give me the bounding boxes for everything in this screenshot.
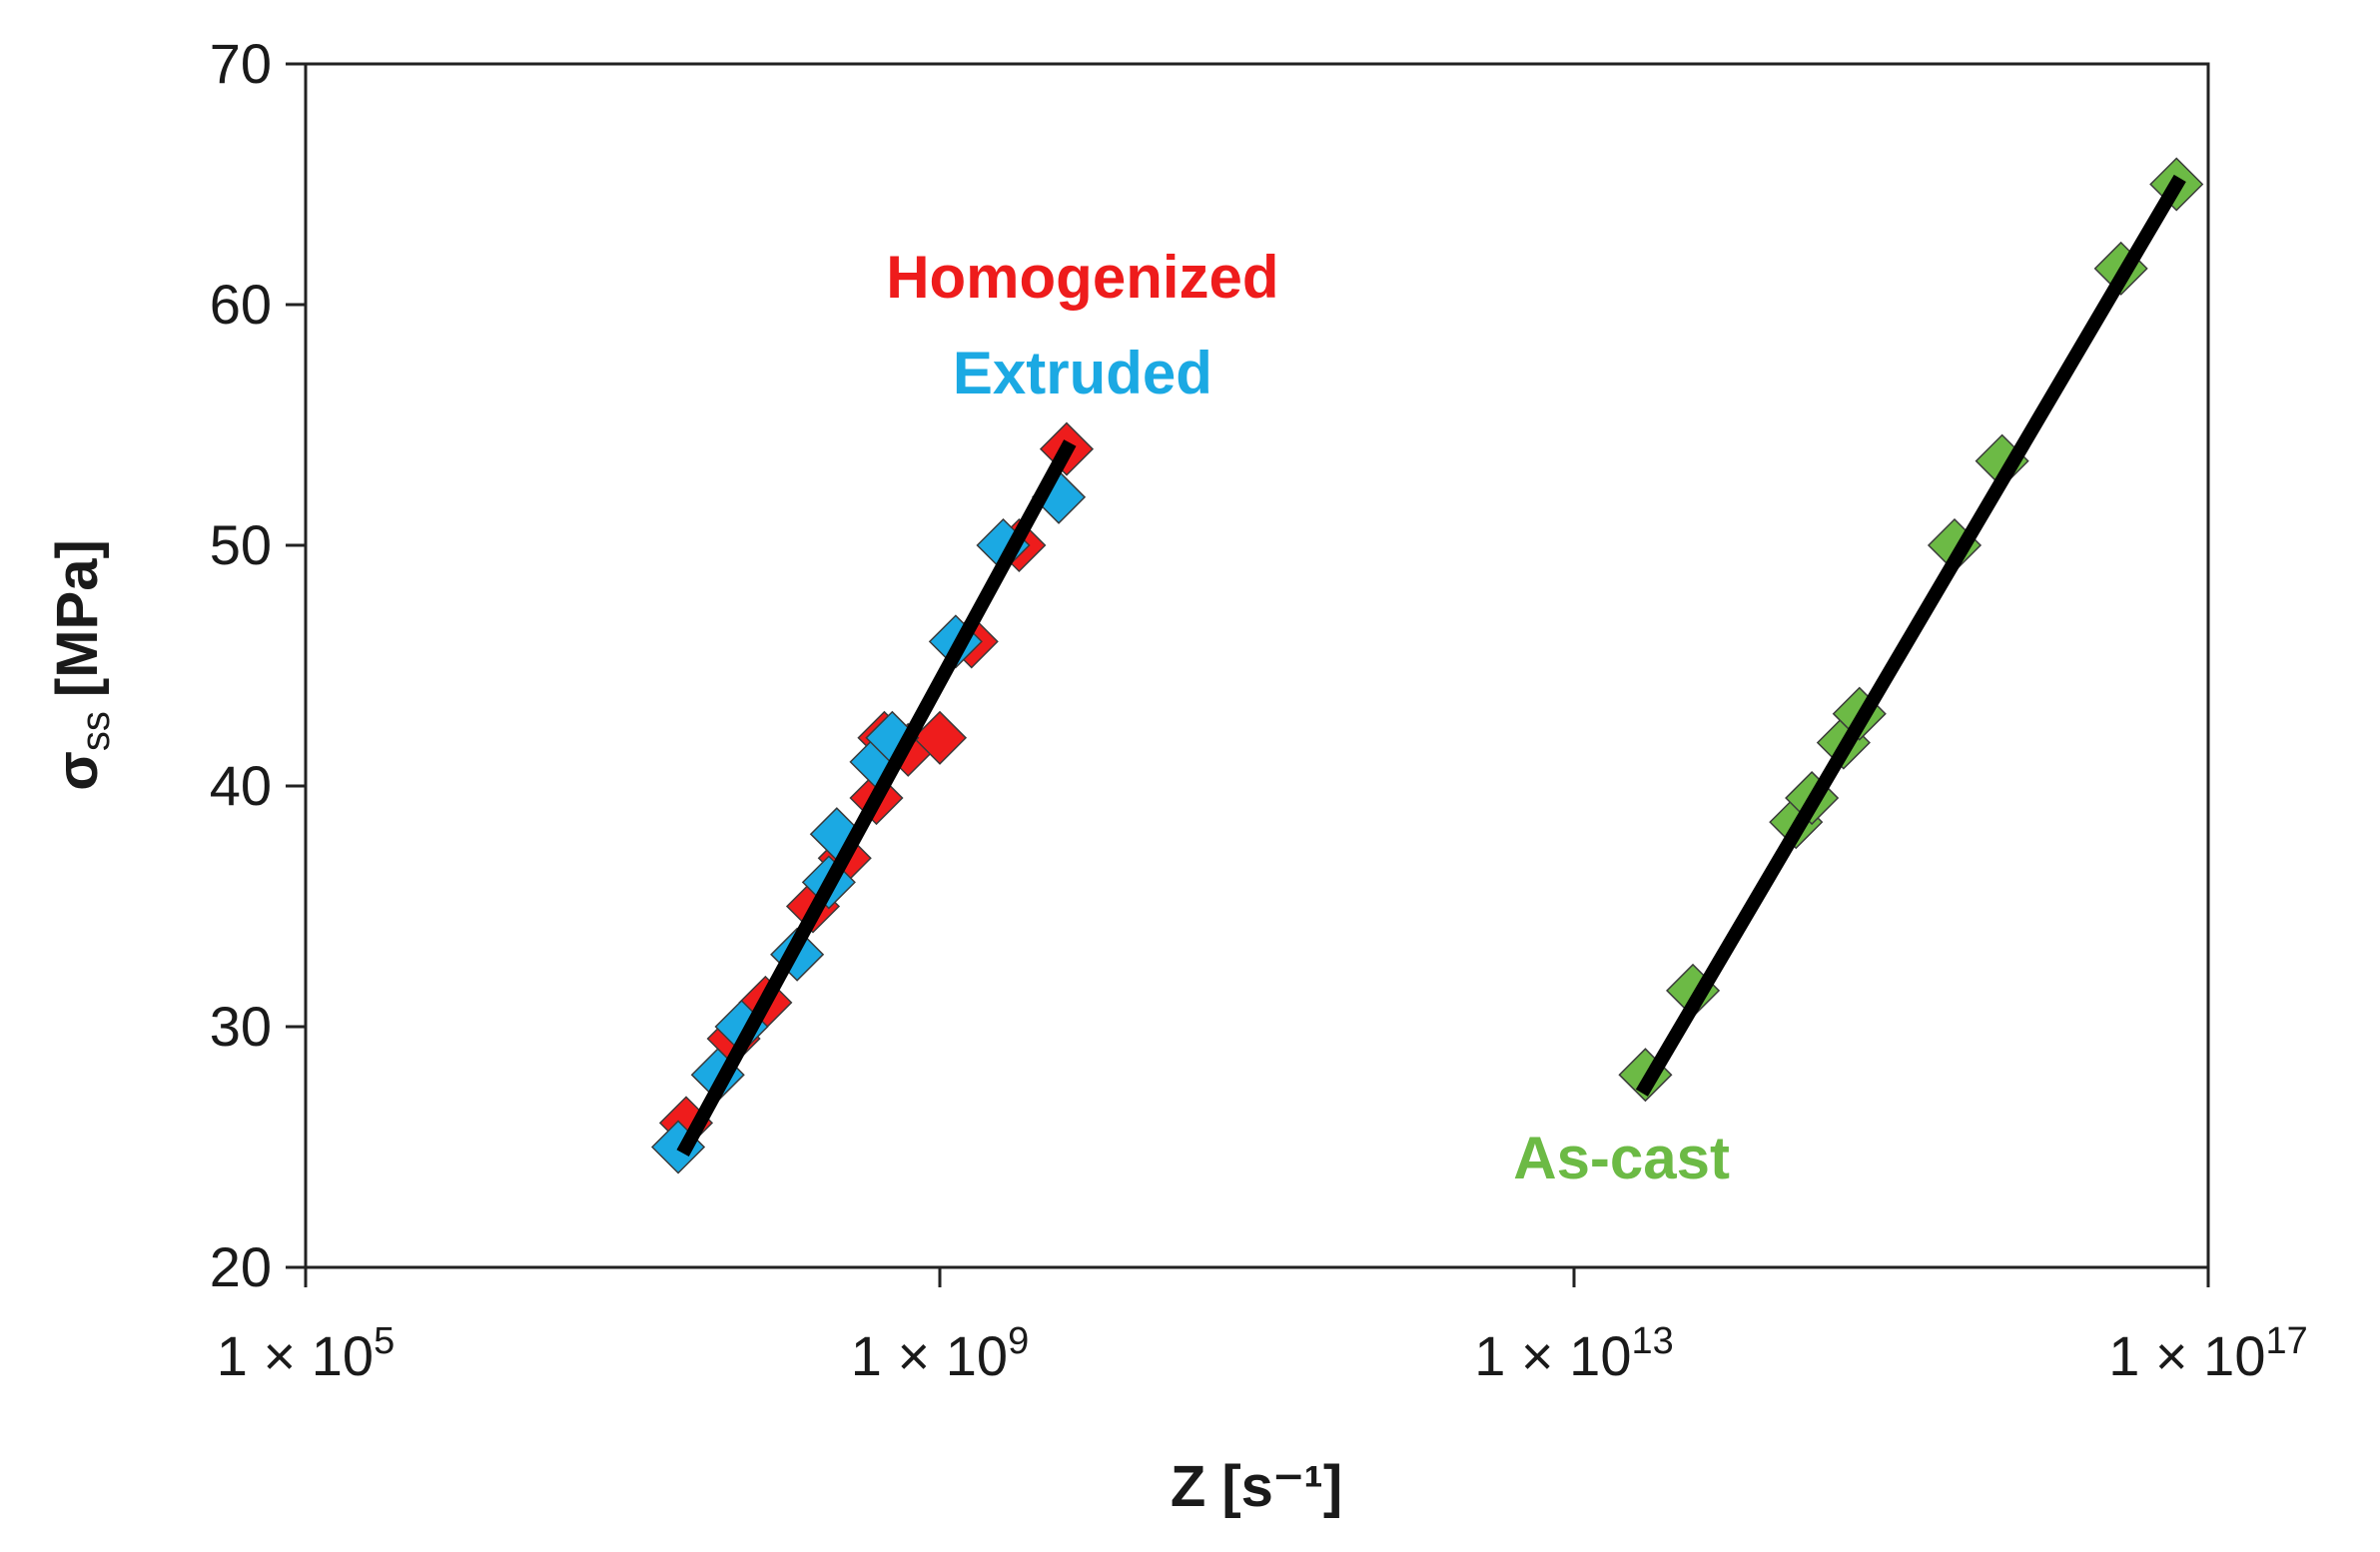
homogenized-label: Homogenized [886, 244, 1278, 311]
y-axis-title-unit: [MPa] [45, 539, 110, 697]
as-cast-label: As-cast [1513, 1125, 1730, 1191]
y-tick-label: 60 [210, 273, 272, 336]
x-tick-label: 1 × 105 [217, 1320, 395, 1387]
y-tick-label: 50 [210, 513, 272, 576]
fit-line-as-cast [1635, 174, 2186, 1097]
extruded-label: Extruded [953, 340, 1212, 406]
y-tick-label: 70 [210, 32, 272, 95]
x-tick-label: 1 × 109 [851, 1320, 1029, 1387]
homogenized-point [912, 710, 968, 765]
x-axis-ticks: 1 × 105 1 × 109 1 × 1013 1 × 1017 [217, 1267, 2308, 1387]
y-axis-ticks: 20 30 40 50 60 70 [210, 32, 306, 1298]
y-tick-label: 20 [210, 1235, 272, 1298]
x-tick-label: 1 × 1013 [1474, 1320, 1674, 1387]
y-axis-title-subscript: ss [74, 711, 118, 751]
y-axis-title: σss [MPa] [45, 539, 118, 791]
y-tick-label: 30 [210, 995, 272, 1058]
fit-line-homogenized-extruded [676, 439, 1077, 1157]
fit-lines [676, 174, 2186, 1157]
x-tick-label: 1 × 1017 [2108, 1320, 2308, 1387]
y-tick-label: 40 [210, 754, 272, 817]
y-axis-title-symbol: σ [45, 751, 110, 791]
series-annotations: Homogenized Extruded As-cast [886, 244, 1730, 1191]
x-axis-title: Z [s⁻¹] [1171, 1454, 1342, 1519]
